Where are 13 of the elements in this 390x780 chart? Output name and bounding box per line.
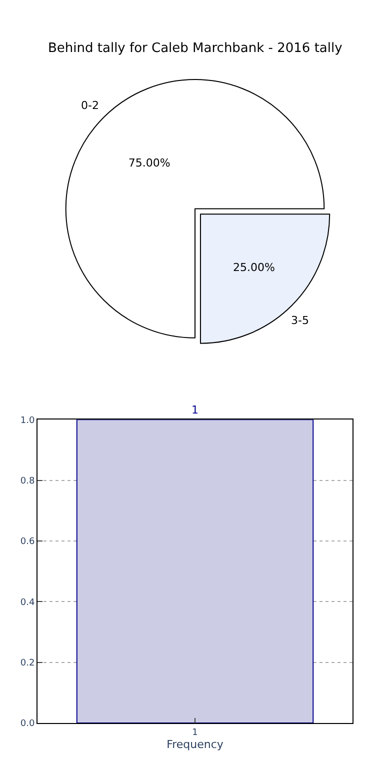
y-tick-label: 0.2 — [20, 658, 35, 668]
data-label: 1 — [192, 728, 198, 738]
y-tick-label: 0.8 — [20, 476, 35, 486]
y-tick-label: 0.4 — [20, 598, 35, 608]
y-tick-label: 0.6 — [20, 537, 35, 548]
slice-label: 3-5 — [291, 314, 309, 327]
data-label: 25.00% — [233, 261, 275, 274]
slice-label: 0-2 — [81, 99, 99, 112]
y-tick-label: 0.0 — [20, 719, 35, 730]
y-tick-label: 1.0 — [20, 416, 35, 426]
chart-title: Behind tally for Caleb Marchbank - 2016 tally — [48, 41, 343, 56]
x-axis-title: Frequency — [166, 738, 224, 751]
data-label: 75.00% — [128, 156, 170, 170]
